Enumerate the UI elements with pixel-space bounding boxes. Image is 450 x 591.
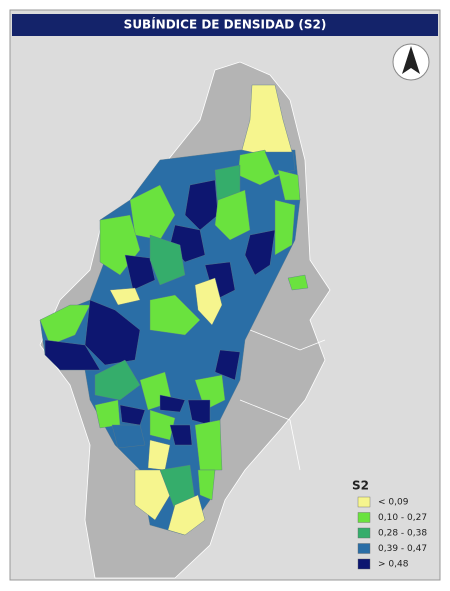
district	[94, 359, 141, 401]
legend-title: S2	[352, 479, 369, 493]
district	[184, 179, 219, 231]
boundary-line	[249, 329, 326, 351]
district	[214, 189, 251, 241]
legend-label: > 0,48	[378, 560, 409, 570]
districts	[39, 84, 309, 536]
district	[244, 229, 276, 276]
district	[277, 169, 301, 201]
legend-label: 0,28 - 0,38	[378, 529, 427, 539]
district	[214, 349, 241, 381]
north-arrow	[392, 43, 430, 81]
district	[169, 424, 193, 446]
district	[274, 199, 296, 256]
legend-label: 0,10 - 0,27	[378, 513, 427, 523]
boundary-line	[239, 399, 301, 471]
district	[149, 294, 201, 336]
title-bar	[12, 14, 438, 36]
legend-swatch	[357, 496, 371, 508]
district	[287, 274, 309, 291]
legend-swatch	[357, 527, 371, 539]
district	[134, 469, 171, 521]
district	[149, 234, 186, 286]
district	[264, 151, 296, 176]
map-title: SUBÍNDICE DE DENSIDAD (S2)	[124, 17, 327, 32]
legend-swatch	[357, 512, 371, 523]
legend-swatch	[357, 543, 371, 554]
legend-label: 0,39 - 0,47	[378, 544, 427, 554]
district	[197, 469, 216, 501]
legend: S2 < 0,09 0,10 - 0,27 0,28 - 0,38 0,39 - 0,…	[352, 479, 427, 570]
district	[149, 409, 176, 441]
district	[109, 287, 141, 306]
district	[159, 394, 186, 413]
legend-label: < 0,09	[378, 498, 409, 508]
district	[111, 424, 146, 449]
district	[44, 339, 101, 371]
district	[124, 254, 156, 291]
district	[194, 277, 223, 326]
legend-swatch	[357, 558, 371, 570]
district	[194, 419, 223, 471]
district	[167, 494, 206, 536]
